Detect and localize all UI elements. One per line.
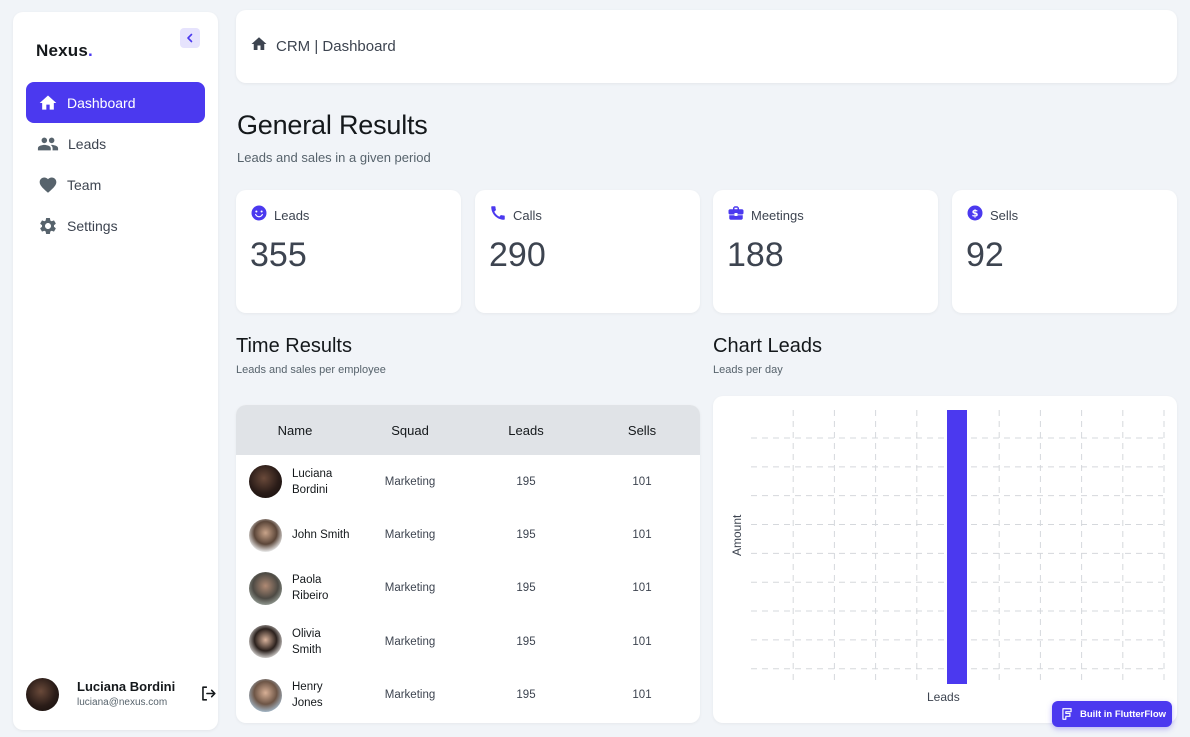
results-table: Name Squad Leads Sells Luciana Bordini M… [236,405,700,723]
stat-value: 290 [489,236,546,274]
avatar [249,518,282,552]
sells-cell: 101 [632,475,652,488]
employee-name: Luciana Bordini [292,467,333,496]
sells-cell: 101 [632,582,652,595]
time-results-title: Time Results [236,335,352,357]
leads-cell: 195 [516,529,536,542]
home-icon [37,92,59,114]
chart-leads-subtitle: Leads per day [713,364,783,376]
employee-name: John Smith [292,529,350,542]
sidebar-item-dashboard[interactable]: Dashboard [26,82,205,123]
sells-cell: 101 [632,635,652,648]
table-row[interactable]: Olivia Smith Marketing 195 101 [236,615,700,668]
stat-card-sells: $ Sells 92 [952,190,1177,313]
user-name: Luciana Bordini [77,678,176,694]
sidebar-item-label: Settings [67,217,118,234]
brand-name: Nexus [36,41,89,60]
page-title: General Results [237,110,428,140]
flutterflow-icon [1062,708,1072,720]
table-header: Name Squad Leads Sells [236,405,700,455]
brand-logo[interactable]: Nexus. [36,41,93,61]
leads-cell: 195 [516,582,536,595]
logout-icon[interactable] [199,684,218,708]
stat-card-calls: Calls 290 [475,190,700,313]
svg-text:$: $ [972,208,979,219]
flutterflow-badge[interactable]: Built in FlutterFlow [1052,701,1172,727]
stat-label: Leads [274,208,310,223]
sidebar-item-label: Dashboard [67,94,136,111]
smiley-icon [250,204,268,227]
gear-icon [37,215,59,237]
stat-label: Calls [513,208,542,223]
sidebar-item-settings[interactable]: Settings [26,205,205,246]
dollar-icon: $ [966,204,984,227]
leads-cell: 195 [516,635,536,648]
sidebar-item-label: Team [67,176,102,193]
avatar [249,678,282,712]
squad-cell: Marketing [384,529,436,542]
avatar [249,465,282,499]
sidebar-item-label: Leads [68,135,107,152]
people-icon [37,133,59,155]
stat-label: Meetings [751,208,804,223]
table-row[interactable]: Luciana Bordini Marketing 195 101 [236,455,700,508]
employee-name: Henry Jones [292,681,323,710]
stat-value: 355 [250,236,307,274]
stat-value: 188 [727,236,784,274]
sells-cell: 101 [632,529,652,542]
squad-cell: Marketing [384,475,436,488]
stat-label: Sells [990,208,1019,223]
sidebar-nav: Dashboard Leads Team Settings [26,82,205,246]
leads-chart: Amount Leads [713,396,1177,723]
sells-cell: 101 [632,689,652,702]
chart-leads-title: Chart Leads [713,335,822,357]
employee-name: Paola Ribeiro [292,574,329,603]
chart-plot [751,410,1165,684]
badge-label: Built in FlutterFlow [1080,708,1167,720]
avatar[interactable] [26,677,59,711]
column-header-name[interactable]: Name [277,422,313,438]
sidebar: Nexus. Dashboard Leads Team Settin [13,12,218,730]
employee-name: Olivia Smith [292,627,322,656]
table-row[interactable]: Henry Jones Marketing 195 101 [236,669,700,722]
stat-card-meetings: Meetings 188 [713,190,938,313]
table-row[interactable]: Paola Ribeiro Marketing 195 101 [236,562,700,615]
leads-cell: 195 [516,475,536,488]
stat-value: 92 [966,236,1004,274]
chart-y-axis-label: Amount [730,514,744,556]
breadcrumb: CRM | Dashboard [276,38,396,55]
squad-cell: Marketing [384,689,436,702]
table-row[interactable]: John Smith Marketing 195 101 [236,508,700,561]
column-header-leads[interactable]: Leads [508,422,544,438]
user-profile: Luciana Bordini luciana@nexus.com [26,676,216,712]
leads-cell: 195 [516,689,536,702]
squad-cell: Marketing [384,635,436,648]
chart-x-axis-label: Leads [927,690,960,704]
sidebar-item-leads[interactable]: Leads [26,123,205,164]
home-icon[interactable] [250,35,268,58]
chevron-left-icon [187,33,193,43]
column-header-sells[interactable]: Sells [627,422,657,438]
phone-icon [489,204,507,227]
avatar [249,571,282,605]
heart-icon [37,174,59,196]
brand-dot: . [88,41,93,60]
header-bar: CRM | Dashboard [236,10,1177,83]
avatar [249,625,282,659]
column-header-squad[interactable]: Squad [391,422,429,438]
collapse-sidebar-button[interactable] [180,28,200,48]
user-email: luciana@nexus.com [77,696,168,708]
squad-cell: Marketing [384,582,436,595]
sidebar-item-team[interactable]: Team [26,164,205,205]
stat-card-leads: Leads 355 [236,190,461,313]
time-results-subtitle: Leads and sales per employee [236,364,386,376]
briefcase-icon [727,204,745,227]
page-subtitle: Leads and sales in a given period [237,150,431,165]
chart-bar[interactable] [947,410,967,684]
